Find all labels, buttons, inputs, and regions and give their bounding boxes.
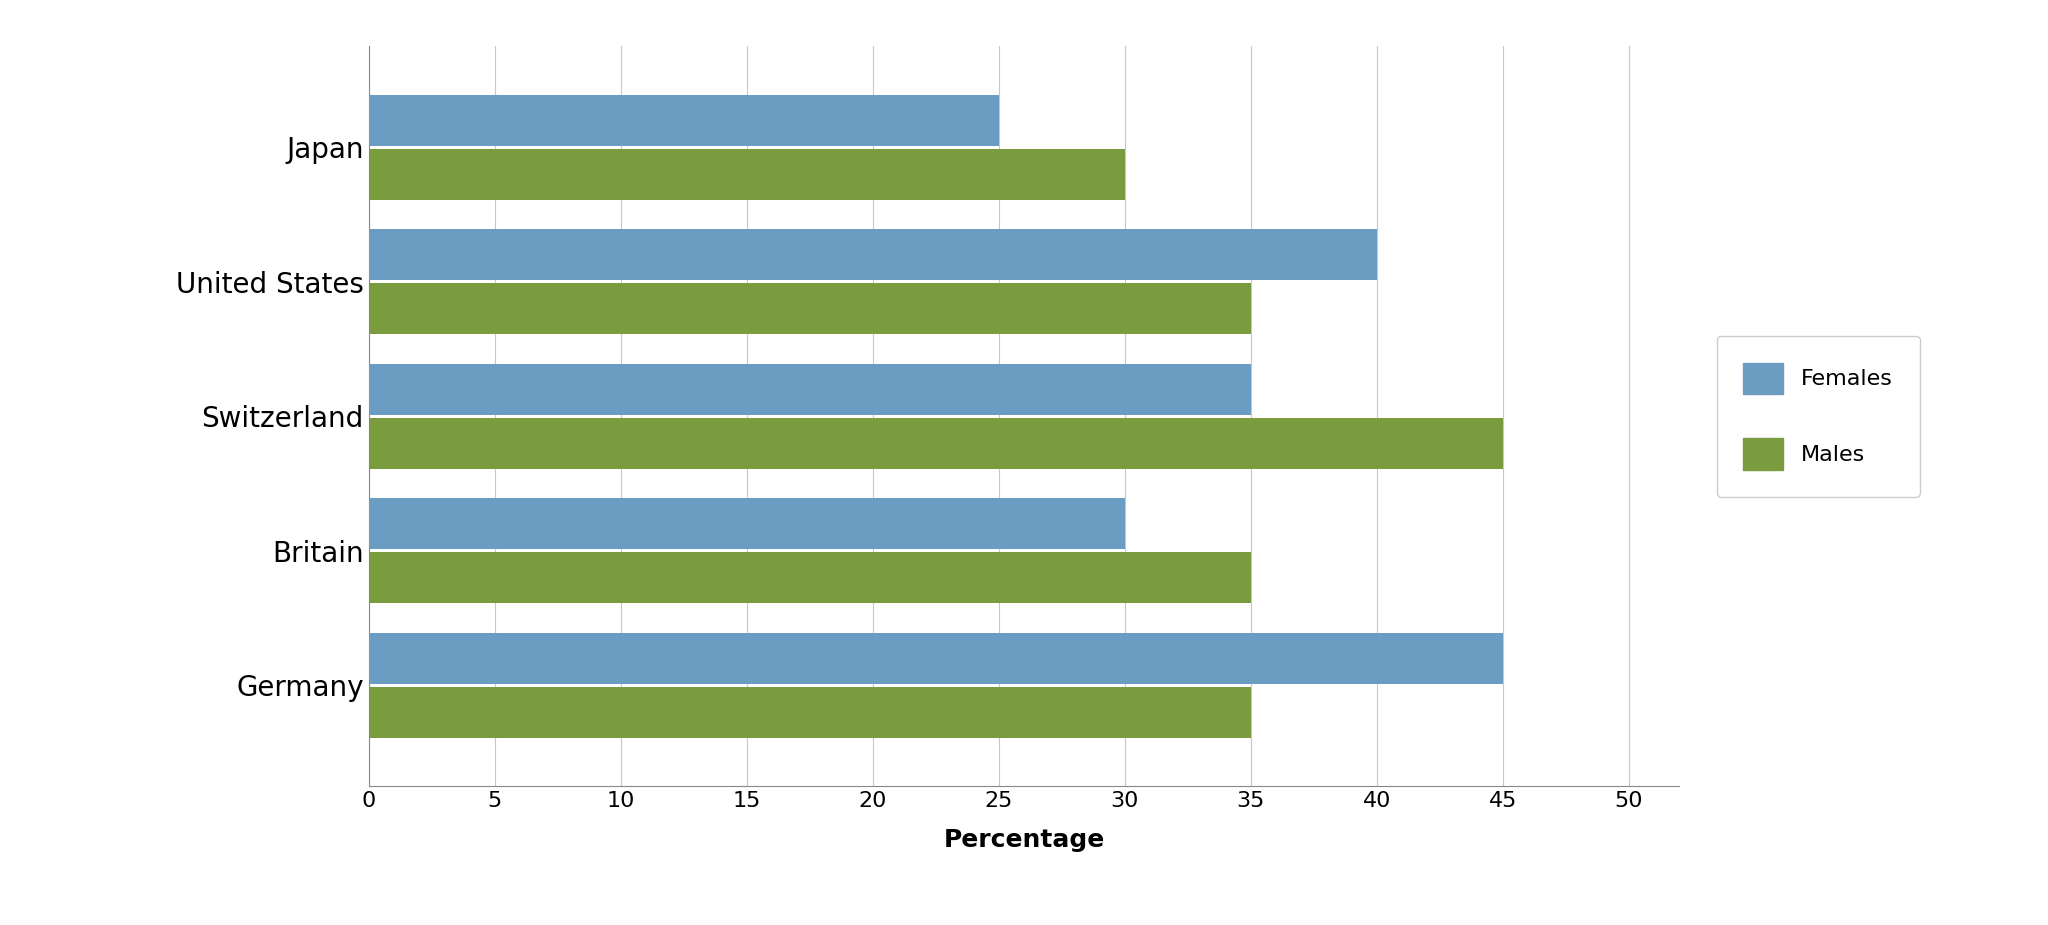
Bar — [369, 364, 1251, 415]
Bar — [369, 94, 999, 146]
Bar — [369, 552, 1251, 603]
Legend: Females, Males: Females, Males — [1716, 336, 1919, 497]
Bar — [369, 417, 1503, 469]
Bar — [369, 149, 1124, 200]
Bar — [369, 229, 1376, 280]
Bar — [369, 283, 1251, 334]
X-axis label: Percentage: Percentage — [944, 828, 1104, 852]
Bar — [369, 499, 1124, 549]
Bar — [369, 633, 1503, 684]
Bar — [369, 686, 1251, 738]
